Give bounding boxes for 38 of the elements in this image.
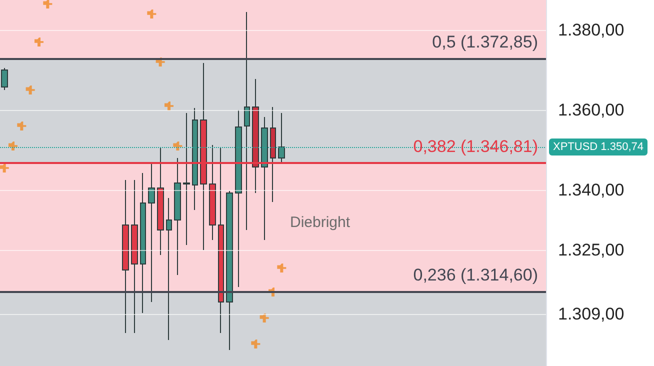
candlestick (235, 110, 242, 288)
candlestick (122, 180, 129, 334)
y-tick-label: 1.325,00 (558, 240, 624, 260)
point (277, 264, 286, 272)
point (26, 86, 35, 94)
ref-line-label: 0,5 (1.372,85) (432, 32, 538, 52)
point (34, 38, 44, 46)
point (164, 102, 174, 110)
point (43, 0, 52, 8)
candlestick (131, 180, 138, 334)
candlestick (192, 108, 198, 210)
candlestick (166, 198, 172, 340)
ref-line-label: 0,236 (1.314,60) (413, 266, 538, 285)
candlestick (140, 172, 146, 314)
point (8, 142, 18, 150)
candlestick (261, 116, 268, 240)
candlestick (183, 112, 190, 246)
candlestick (174, 158, 181, 276)
ref-line-label: 0,382 (1.346,81) (413, 136, 538, 156)
annotation: Diebright (290, 214, 351, 231)
y-tick-label: 1.340,00 (558, 180, 624, 200)
point (173, 142, 182, 150)
point (251, 340, 260, 348)
y-tick-label: 1.309,00 (558, 304, 624, 324)
candlestick (1, 68, 8, 90)
candlestick (252, 78, 259, 194)
y-tick-label: 1.360,00 (558, 100, 624, 120)
point (17, 122, 26, 130)
point (147, 10, 156, 18)
candlestick (226, 190, 233, 350)
candlestick (278, 112, 285, 162)
ref-line-label: XPTUSD 1.350,74 (553, 141, 644, 154)
candlestick (244, 12, 250, 230)
point (260, 314, 269, 322)
candlestick (148, 162, 155, 302)
candlestick (270, 106, 276, 202)
point (0, 164, 9, 172)
y-tick-label: 1.380,00 (558, 20, 624, 40)
